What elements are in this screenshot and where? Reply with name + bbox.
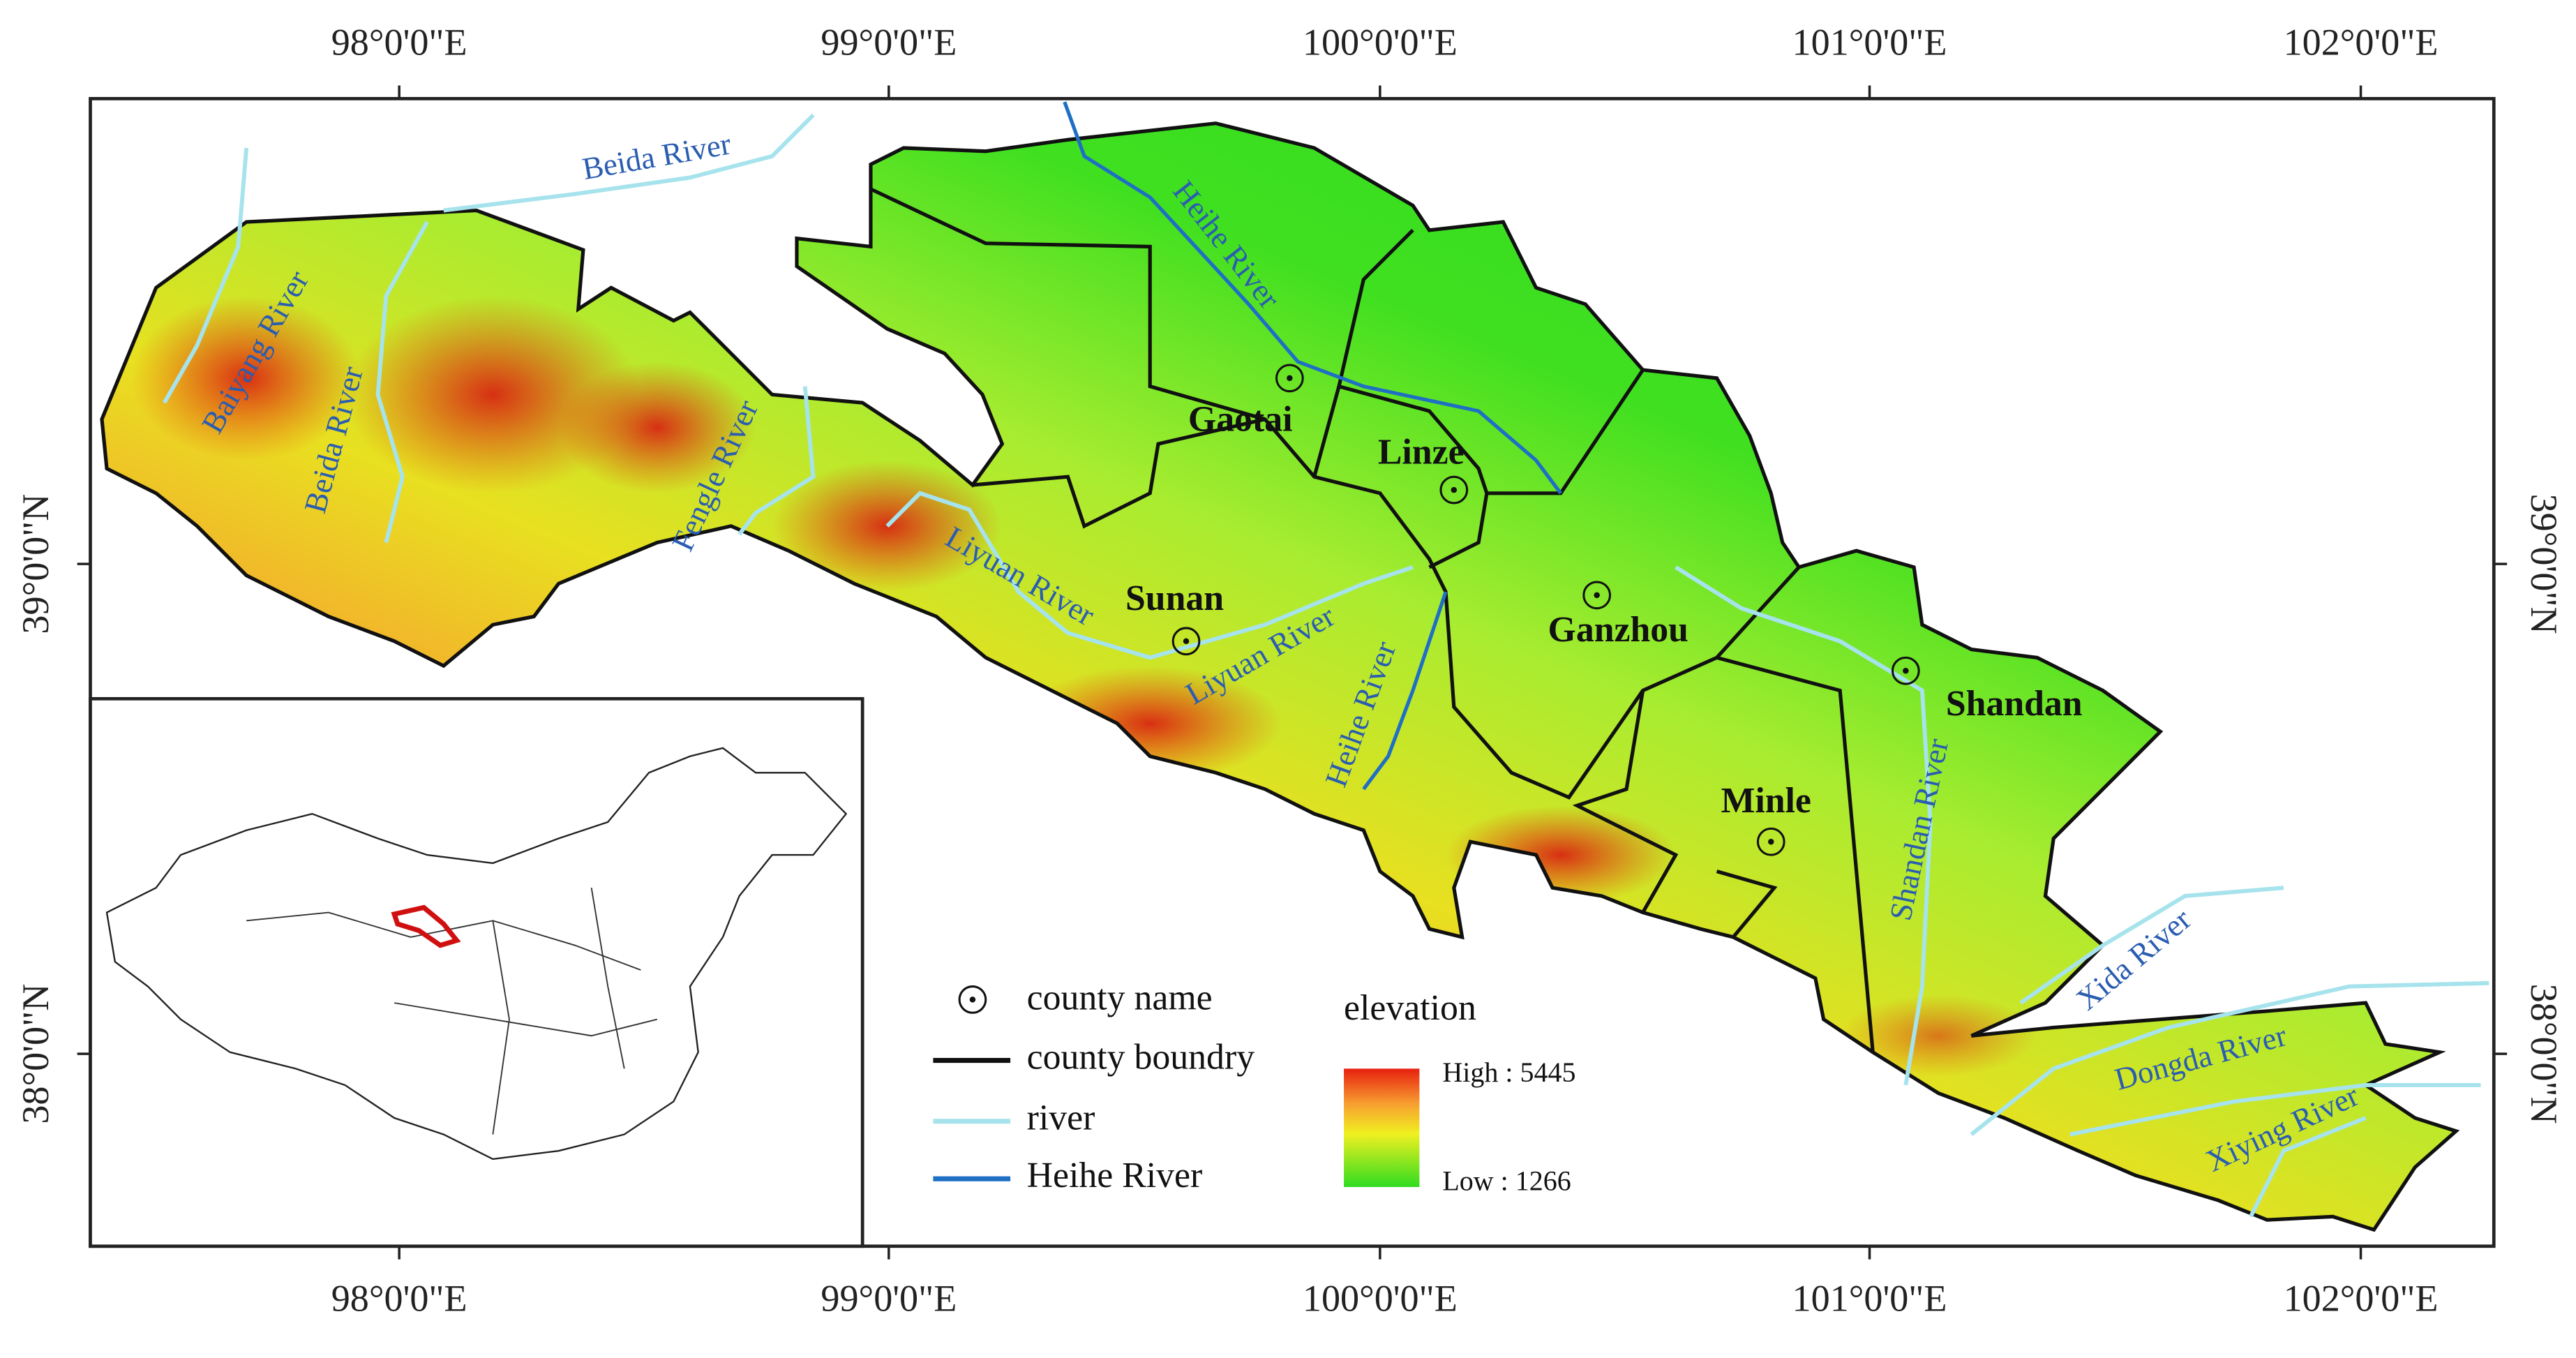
legend-high: High : 5445: [1442, 1057, 1575, 1088]
longitude-label: 98°0'0"E: [331, 21, 467, 63]
rivers: [162, 101, 2489, 1218]
county-label: Shandan: [1946, 684, 2083, 724]
county-label: Ganzhou: [1548, 610, 1688, 650]
graticule-ticks: [77, 85, 2508, 1260]
county-label: Sunan: [1125, 579, 1224, 618]
legend-label: river: [1027, 1098, 1095, 1138]
county-label: Linze: [1378, 432, 1465, 472]
map-frame: [89, 97, 2496, 1248]
longitude-label: 101°0'0"E: [1792, 21, 1947, 63]
longitude-label: 102°0'0"E: [2284, 21, 2439, 63]
latitude-label: 39°0'0"N: [15, 494, 57, 634]
county-label: Gaotai: [1188, 399, 1293, 439]
longitude-label: 100°0'0"E: [1303, 21, 1458, 63]
legend-low: Low : 1266: [1442, 1165, 1571, 1196]
latitude-label: 39°0'0"N: [2523, 494, 2565, 634]
legend: [933, 985, 1420, 1187]
legend-label: Heihe River: [1027, 1156, 1203, 1195]
legend-label: county name: [1027, 978, 1213, 1018]
inset-map: [89, 696, 864, 1248]
longitude-label: 101°0'0"E: [1792, 1277, 1947, 1319]
county-seats: [1171, 364, 1920, 856]
longitude-label: 102°0'0"E: [2284, 1277, 2439, 1319]
longitude-label: 99°0'0"E: [821, 1277, 957, 1319]
county-label: Minle: [1721, 781, 1811, 821]
longitude-label: 98°0'0"E: [331, 1277, 467, 1319]
legend-title: elevation: [1344, 988, 1476, 1028]
latitude-label: 38°0'0"N: [15, 984, 57, 1124]
latitude-label: 38°0'0"N: [2523, 984, 2565, 1124]
longitude-label: 99°0'0"E: [821, 21, 957, 63]
legend-label: county boundry: [1027, 1037, 1255, 1077]
longitude-label: 100°0'0"E: [1303, 1277, 1458, 1319]
